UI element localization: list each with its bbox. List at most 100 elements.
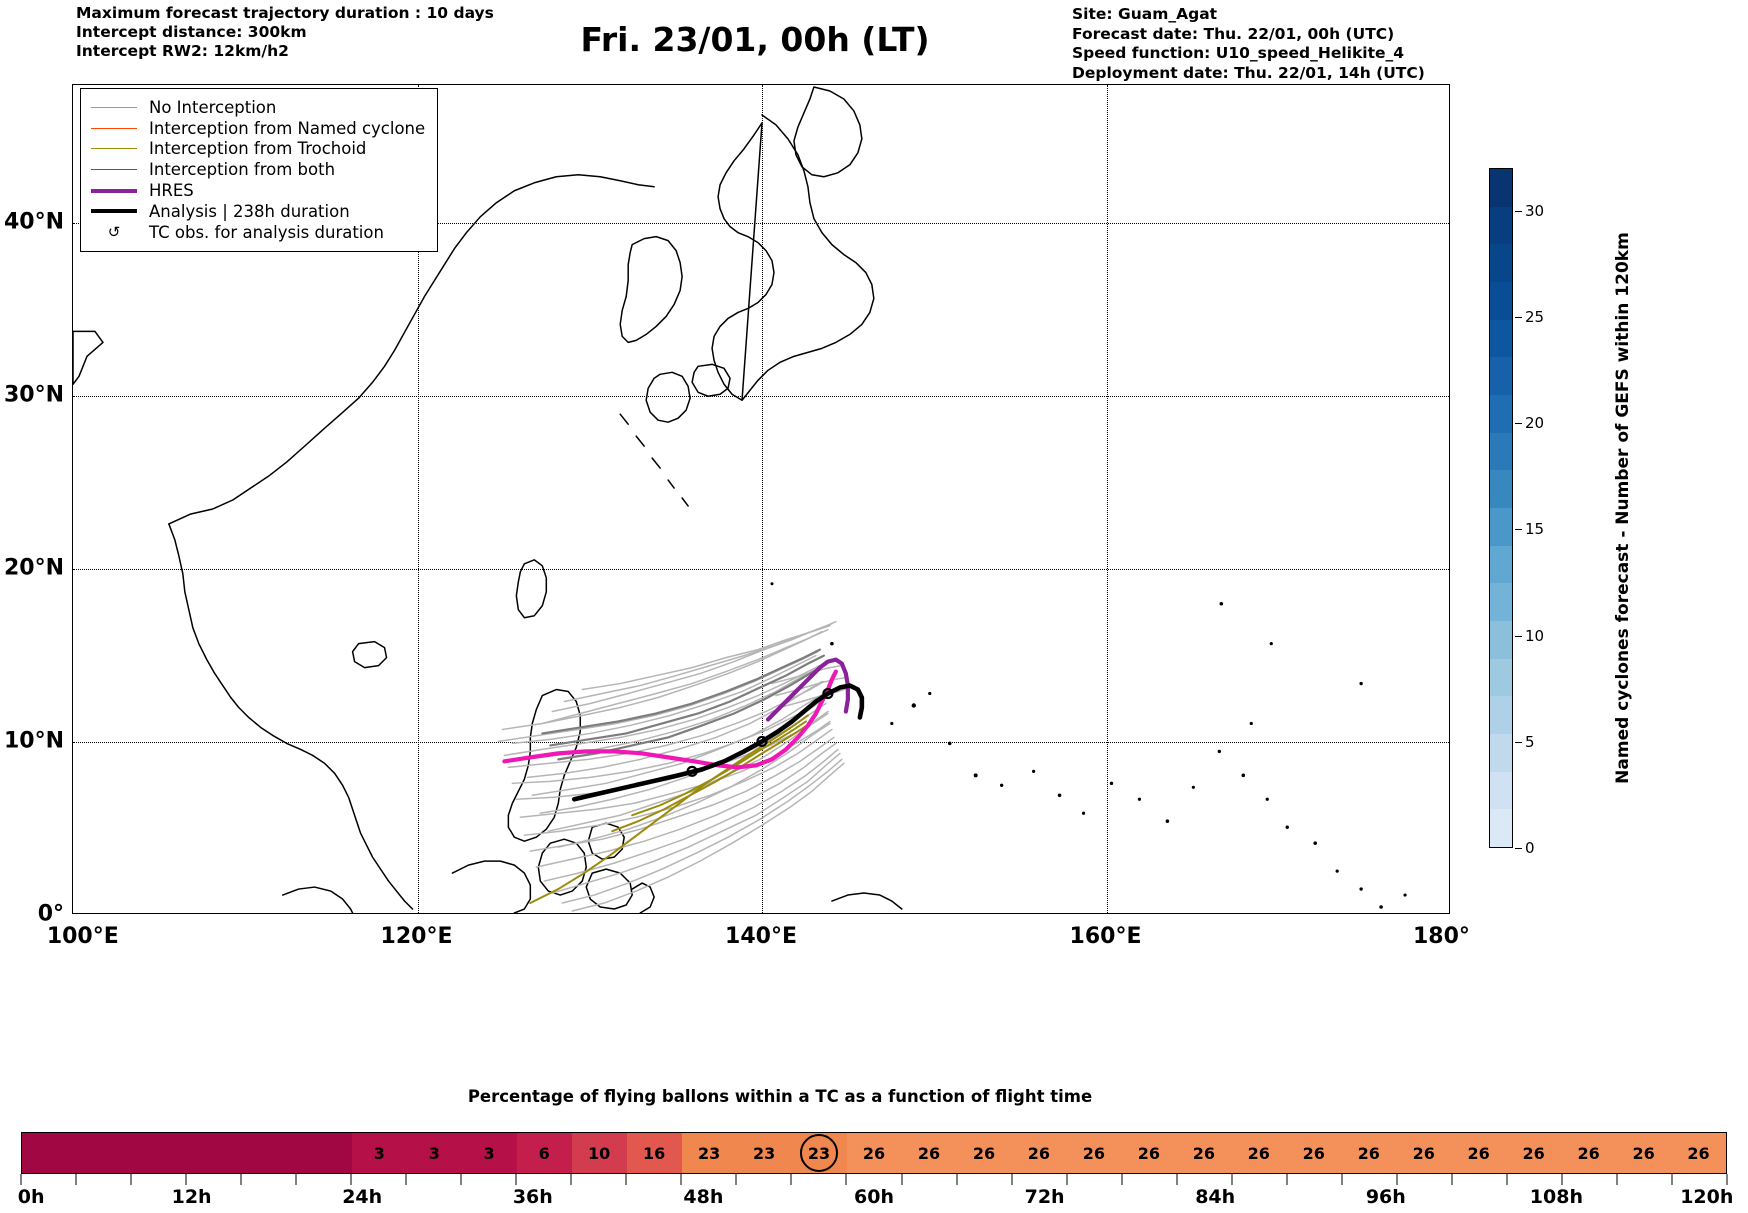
gridline-vertical — [1106, 85, 1108, 913]
percentage-bar-cell: 10 — [571, 1133, 627, 1173]
gridline-horizontal — [73, 223, 1449, 225]
legend-line-swatch — [91, 127, 137, 129]
percentage-bar-cell: 26 — [1671, 1133, 1727, 1173]
percentage-axis-tick-label: 36h — [512, 1186, 553, 1208]
percentage-bar-cell: 26 — [1121, 1133, 1177, 1173]
percentage-axis-tick — [185, 1174, 187, 1185]
percentage-axis-tick — [75, 1174, 77, 1185]
percentage-value: 16 — [643, 1143, 666, 1163]
legend-item: HRES — [91, 180, 425, 201]
percentage-axis-tick-label: 12h — [171, 1186, 212, 1208]
percentage-value: 26 — [862, 1143, 886, 1163]
legend-item: Interception from Named cyclone — [91, 118, 425, 139]
percentage-bar-cell: 3 — [351, 1133, 407, 1173]
percentage-bar-cell: 26 — [846, 1133, 902, 1173]
percentage-axis-tick — [1176, 1174, 1178, 1185]
percentage-axis-tick — [460, 1174, 462, 1185]
page-title: Fri. 23/01, 00h (LT) — [580, 20, 930, 59]
colorbar-tick-label: 0 — [1525, 839, 1535, 857]
percentage-bar-cell: 3 — [406, 1133, 462, 1173]
percentage-value: 26 — [1137, 1143, 1160, 1163]
percentage-value: 26 — [1522, 1143, 1545, 1163]
tc-observation-markers — [686, 687, 834, 777]
percentage-value: 26 — [1467, 1143, 1490, 1163]
colorbar-cell — [1490, 319, 1512, 358]
colorbar-cell — [1490, 620, 1512, 659]
percentage-axis-tick — [405, 1174, 407, 1185]
map-y-tick-label: 0° — [37, 901, 64, 927]
percentage-bar-cell: 26 — [1506, 1133, 1562, 1173]
percentage-axis-tick — [570, 1174, 572, 1185]
colorbar-tick-label: 20 — [1525, 414, 1545, 432]
percentage-bar-cell: 26 — [1286, 1133, 1342, 1173]
percentage-axis-tick — [1561, 1174, 1563, 1185]
colorbar-tick — [1515, 741, 1522, 743]
legend-item-label: Interception from Trochoid — [149, 139, 367, 159]
colorbar-cell — [1490, 507, 1512, 546]
colorbar-cell — [1490, 583, 1512, 621]
colorbar-cell — [1490, 771, 1512, 810]
cyclone-icon: ↺ — [107, 222, 121, 241]
percentage-value: 23 — [697, 1143, 721, 1163]
percentage-value: 3 — [428, 1143, 440, 1163]
percentage-bar-cell: 26 — [1561, 1133, 1617, 1173]
percentage-bar-cell — [186, 1133, 242, 1173]
colorbar-cell — [1490, 281, 1512, 320]
legend-item: Interception from Trochoid — [91, 139, 425, 160]
colorbar-tick — [1515, 423, 1522, 424]
colorbar-cell — [1490, 809, 1512, 847]
percentage-bar-cell — [22, 1133, 77, 1173]
percentage-bar-cell: 16 — [626, 1133, 682, 1173]
colorbar-tick — [1515, 210, 1522, 212]
percentage-bar-cell: 26 — [956, 1133, 1012, 1173]
colorbar-tick — [1515, 316, 1522, 318]
percentage-value: 26 — [1192, 1143, 1215, 1163]
colorbar-cell — [1490, 545, 1512, 584]
percentage-bar-cell — [131, 1133, 187, 1173]
percentage-axis-tick — [735, 1174, 737, 1185]
colorbar-cell — [1490, 733, 1512, 772]
map-x-tick-label: 160°E — [1069, 924, 1142, 949]
header-right-block: Site: Guam_Agat Forecast date: Thu. 22/0… — [1072, 5, 1425, 83]
colorbar-tick-label: 5 — [1525, 732, 1535, 751]
legend-item-label: Analysis | 238h duration — [149, 201, 350, 221]
map-plot-area — [72, 84, 1450, 914]
legend-item-label: Interception from both — [149, 160, 336, 180]
colorbar-tick-label: 10 — [1525, 626, 1545, 645]
percentage-bar-cell: 26 — [901, 1133, 957, 1173]
map-x-tick-label: 140°E — [725, 924, 797, 949]
colorbar-title: Named cyclones forecast - Number of GEFS… — [1613, 232, 1633, 784]
percentage-bar-cell — [241, 1133, 297, 1173]
percentage-axis-tick — [790, 1174, 792, 1185]
colorbar-tick — [1515, 529, 1522, 531]
map-x-tick-label: 120°E — [380, 924, 453, 949]
percentage-axis-tick — [240, 1174, 242, 1185]
header-max-duration: Maximum forecast trajectory duration : 1… — [76, 4, 494, 22]
map-x-tick-label: 180° — [1412, 924, 1470, 949]
percentage-axis-tick-label: 120h — [1680, 1186, 1734, 1208]
map-y-tick-label: 30°N — [3, 382, 64, 408]
percentage-bar-cell: 23 — [736, 1133, 792, 1173]
percentage-axis-tick — [845, 1174, 847, 1185]
legend-item: No Interception — [91, 97, 425, 118]
legend-item: Analysis | 238h duration — [91, 201, 425, 222]
percentage-axis-tick — [956, 1174, 958, 1185]
percentage-axis-tick-label: 48h — [683, 1186, 724, 1208]
percentage-bar-caption: Percentage of flying ballons within a TC… — [467, 1087, 1093, 1106]
percentage-bar-cell: 26 — [1396, 1133, 1452, 1173]
colorbar-tick-label: 15 — [1525, 520, 1545, 539]
header-forecast-date: Forecast date: Thu. 22/01, 00h (UTC) — [1072, 24, 1395, 43]
percentage-value: 10 — [588, 1143, 611, 1163]
percentage-axis-tick — [1231, 1174, 1233, 1185]
map-x-tick-label: 100°E — [46, 924, 119, 949]
percentage-value: 3 — [483, 1143, 495, 1163]
percentage-value: 26 — [917, 1143, 941, 1163]
percentage-value: 3 — [373, 1143, 385, 1163]
map-y-tick-label: 10°N — [3, 728, 64, 754]
percentage-axis-tick-label: 72h — [1024, 1186, 1065, 1208]
percentage-bar-cell: 26 — [1176, 1133, 1232, 1173]
colorbar-cell — [1490, 206, 1512, 245]
gridline-vertical — [417, 85, 419, 913]
percentage-value: 26 — [1687, 1143, 1710, 1163]
